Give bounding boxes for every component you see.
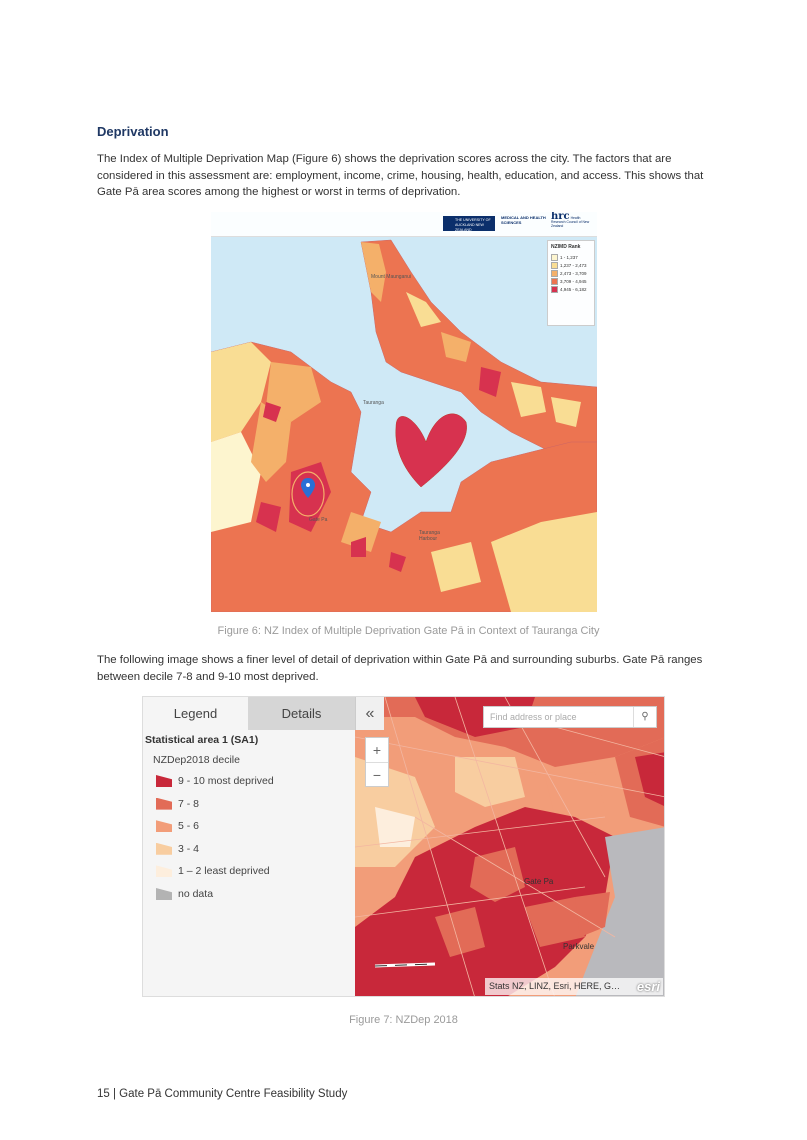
legend-label: 2,473 - 3,709 [560, 270, 587, 276]
tab-legend[interactable]: Legend [143, 697, 248, 730]
zoom-control: + − [365, 737, 389, 787]
nzimd-legend: NZIMD Rank 1 - 1,237 1,237 - 2,473 2,473 -… [547, 240, 595, 326]
location-pin-icon [301, 478, 315, 498]
university-logo: THE UNIVERSITY OF AUCKLAND NEW ZEALAND [443, 216, 495, 232]
nzimd-legend-item: 3,709 - 4,945 [551, 277, 591, 285]
legend-title: NZDep2018 decile [153, 754, 240, 766]
search-input[interactable]: Find address or place ⚲ [483, 706, 657, 728]
logo-bar: THE UNIVERSITY OF AUCKLAND NEW ZEALAND M… [211, 212, 597, 237]
map-label-tauranga: Tauranga [363, 400, 384, 406]
legend-swatch [156, 775, 172, 787]
figure6-caption: Figure 6: NZ Index of Multiple Deprivati… [217, 625, 600, 637]
map-attribution: Stats NZ, LINZ, Esri, HERE, G… esri [485, 978, 663, 995]
legend-swatch [156, 820, 172, 833]
legend-swatch [551, 269, 558, 277]
legend-swatch [551, 253, 558, 261]
collapse-panel-button[interactable]: « [355, 697, 384, 730]
decile-legend-item: no data [156, 885, 213, 903]
nzimd-legend-item: 2,473 - 3,709 [551, 269, 591, 277]
figure7-caption: Figure 7: NZDep 2018 [349, 1014, 458, 1026]
section-heading: Deprivation [97, 124, 169, 139]
intro-paragraph: The Index of Multiple Deprivation Map (F… [97, 153, 704, 198]
nzdep-map[interactable] [355, 697, 664, 996]
legend-swatch [156, 842, 172, 855]
zoom-out-button[interactable]: − [372, 767, 382, 783]
detail-paragraph: The following image shows a finer level … [97, 654, 703, 683]
legend-label: no data [178, 888, 214, 900]
map-label-gate-pa: Gate Pa [309, 517, 328, 523]
nzimd-legend-item: 1,237 - 2,473 [551, 261, 591, 269]
nzimd-legend-item: 1 - 1,237 [551, 253, 591, 261]
nzimd-legend-title: NZIMD Rank [551, 244, 581, 250]
nzdep-map-figure: Legend Details Statistical area 1 (SA1) … [142, 696, 665, 997]
legend-label: 3 - 4 [178, 842, 200, 855]
page-footer: 15 | Gate Pā Community Centre Feasibilit… [97, 1088, 348, 1100]
legend-panel: Legend Details Statistical area 1 (SA1) … [143, 697, 355, 996]
place-label-parkvale: Parkvale [563, 942, 595, 951]
decile-legend-item: 3 - 4 [156, 840, 199, 858]
layer-title: Statistical area 1 (SA1) [145, 734, 259, 746]
legend-label: 3,709 - 4,945 [560, 278, 587, 284]
place-label-gate-pa: Gate Pa [524, 877, 554, 886]
map-label-mount: Mount Maunganui [371, 274, 412, 280]
map-label-harbour: Tauranga Harbour [419, 530, 440, 542]
legend-label: 4,945 - 6,182 [560, 286, 587, 292]
legend-label: 7 - 8 [178, 797, 200, 810]
hrc-logo: hrc Health Research Council of New Zeala… [551, 212, 590, 228]
legend-swatch [156, 865, 172, 878]
nzimd-map-figure: THE UNIVERSITY OF AUCKLAND NEW ZEALAND M… [211, 212, 597, 612]
decile-legend-item: 5 - 6 [156, 817, 199, 835]
decile-legend-item: 1 – 2 least deprived [156, 862, 270, 880]
legend-label: 9 - 10 most deprived [178, 775, 274, 787]
zoom-in-button[interactable]: + [366, 738, 388, 763]
legend-label: 5 - 6 [178, 820, 200, 833]
legend-swatch [551, 277, 558, 285]
decile-legend-item: 9 - 10 most deprived [156, 772, 274, 790]
legend-label: 1 – 2 least deprived [178, 865, 270, 878]
search-icon[interactable]: ⚲ [633, 707, 656, 727]
esri-logo: esri [636, 979, 660, 994]
legend-label: 1 - 1,237 [560, 254, 578, 260]
tauranga-deprivation-map [211, 212, 597, 612]
faculty-logo: MEDICAL AND HEALTH SCIENCES [501, 215, 546, 225]
legend-label: 1,237 - 2,473 [560, 262, 587, 268]
decile-legend-item: 7 - 8 [156, 795, 199, 813]
legend-swatch [551, 285, 558, 293]
legend-swatch [551, 261, 558, 269]
legend-swatch [156, 797, 172, 810]
tab-details[interactable]: Details [248, 697, 355, 730]
legend-swatch [156, 888, 172, 900]
nzimd-legend-item: 4,945 - 6,182 [551, 285, 591, 293]
